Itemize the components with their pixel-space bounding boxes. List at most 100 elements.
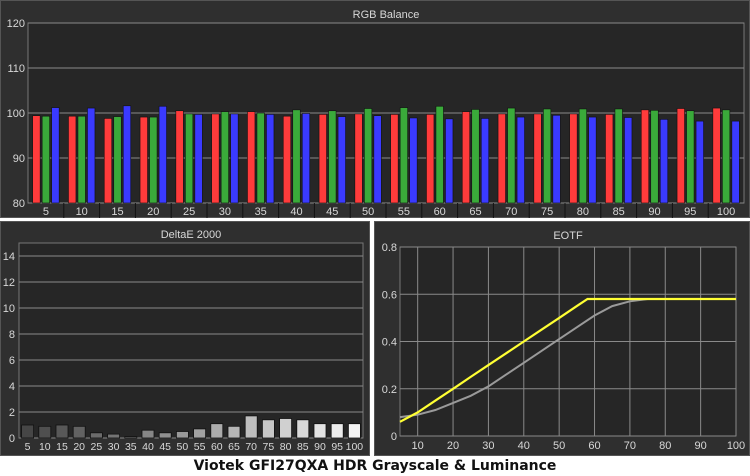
bar: [399, 107, 408, 204]
bar: [471, 109, 480, 204]
x-tick-label: 10: [76, 206, 88, 218]
x-tick-label: 40: [142, 441, 154, 453]
chart-title: DeltaE 2000: [161, 229, 222, 241]
y-tick-label: 110: [7, 63, 25, 75]
x-tick-label: 85: [297, 441, 309, 453]
x-tick-label: 95: [331, 441, 343, 453]
bar: [354, 113, 363, 204]
y-tick-label: 0.8: [382, 242, 397, 254]
bar: [38, 425, 52, 439]
bar: [175, 110, 184, 204]
chart-title: RGB Balance: [353, 9, 420, 21]
bar: [695, 120, 704, 204]
y-tick-label: 0.4: [382, 337, 397, 349]
x-tick-label: 90: [648, 206, 660, 218]
bar: [247, 111, 256, 204]
x-tick-label: 35: [255, 206, 267, 218]
bar: [533, 113, 542, 204]
y-tick-label: 120: [7, 18, 25, 30]
x-tick-label: 20: [147, 206, 159, 218]
x-tick-label: 65: [469, 206, 481, 218]
x-tick-label: 90: [695, 440, 707, 452]
x-tick-label: 30: [108, 441, 120, 453]
bar: [373, 115, 382, 204]
deltae-panel: DeltaE 2000 0 2 4 6 8 10 12 14 5 10 15 20 25 30 35 40 45 5…: [0, 221, 370, 456]
bar: [722, 109, 731, 204]
bar: [390, 114, 399, 204]
x-tick-label: 70: [505, 206, 517, 218]
bar: [301, 113, 311, 204]
bar: [731, 120, 740, 204]
x-tick-label: 60: [434, 206, 446, 218]
bar: [605, 114, 614, 204]
bar: [292, 109, 301, 204]
y-tick-label: 0.2: [382, 384, 397, 396]
x-tick-label: 70: [245, 441, 257, 453]
bar: [256, 112, 265, 204]
bar: [244, 415, 258, 439]
bar: [516, 116, 525, 204]
x-tick-label: 50: [177, 441, 189, 453]
bar: [51, 107, 60, 204]
bar: [347, 423, 361, 439]
bar: [712, 107, 721, 204]
bar: [328, 110, 337, 204]
y-tick-label: 80: [13, 198, 25, 210]
x-tick-label: 40: [518, 440, 530, 452]
x-tick-label: 60: [211, 441, 223, 453]
bar: [435, 105, 444, 204]
x-tick-label: 30: [219, 206, 231, 218]
eotf-panel: EOTF 0 0.2 0.4 0.6 0.8 10 20 30 40 50 60 70 80 90 100: [374, 221, 750, 456]
rgb-balance-chart: RGB Balance 80 90 100 110 120 5 10 15 20 25 30 35 40 4…: [7, 9, 745, 218]
y-tick-label: 6: [9, 355, 15, 367]
bar: [158, 432, 172, 439]
bar: [210, 423, 224, 439]
bar: [569, 113, 578, 204]
bar: [194, 114, 203, 204]
x-tick-label: 40: [290, 206, 302, 218]
x-tick-label: 50: [362, 206, 374, 218]
bar: [686, 110, 695, 204]
y-tick-label: 90: [13, 153, 25, 165]
bar: [282, 115, 292, 204]
bar: [266, 114, 275, 204]
chart-caption: Viotek GFI27QXA HDR Grayscale & Luminanc…: [193, 458, 557, 474]
bar: [650, 110, 659, 204]
x-tick-label: 35: [125, 441, 137, 453]
bar: [175, 431, 189, 439]
bar: [149, 116, 158, 204]
x-tick-label: 80: [577, 206, 589, 218]
y-tick-label: 12: [3, 277, 15, 289]
bar: [507, 107, 516, 204]
x-tick-label: 75: [263, 441, 275, 453]
x-tick-label: 25: [183, 206, 195, 218]
bar: [261, 419, 275, 439]
y-tick-label: 8: [9, 329, 15, 341]
x-tick-label: 65: [228, 441, 240, 453]
x-tick-label: 10: [39, 441, 51, 453]
x-tick-label: 75: [541, 206, 553, 218]
bar: [588, 116, 597, 204]
x-tick-label: 60: [588, 440, 600, 452]
bar: [32, 115, 41, 204]
bar: [193, 428, 207, 439]
bar: [158, 105, 167, 204]
bar: [330, 423, 344, 439]
bar: [364, 108, 373, 204]
bar: [318, 114, 327, 204]
bar: [220, 111, 229, 204]
bar: [103, 118, 113, 204]
x-tick-label: 20: [447, 440, 459, 452]
y-tick-label: 100: [7, 108, 25, 120]
y-tick-label: 10: [3, 303, 15, 315]
x-tick-label: 15: [111, 206, 123, 218]
bar: [68, 115, 77, 204]
bar: [21, 424, 35, 439]
bar: [230, 113, 239, 204]
bar: [113, 116, 122, 204]
x-tick-label: 5: [25, 441, 31, 453]
y-tick-label: 0.6: [382, 289, 397, 301]
bar: [676, 108, 685, 204]
eotf-chart: EOTF 0 0.2 0.4 0.6 0.8 10 20 30 40 50 60 70 80 90 100: [382, 230, 745, 452]
bar: [659, 119, 669, 204]
